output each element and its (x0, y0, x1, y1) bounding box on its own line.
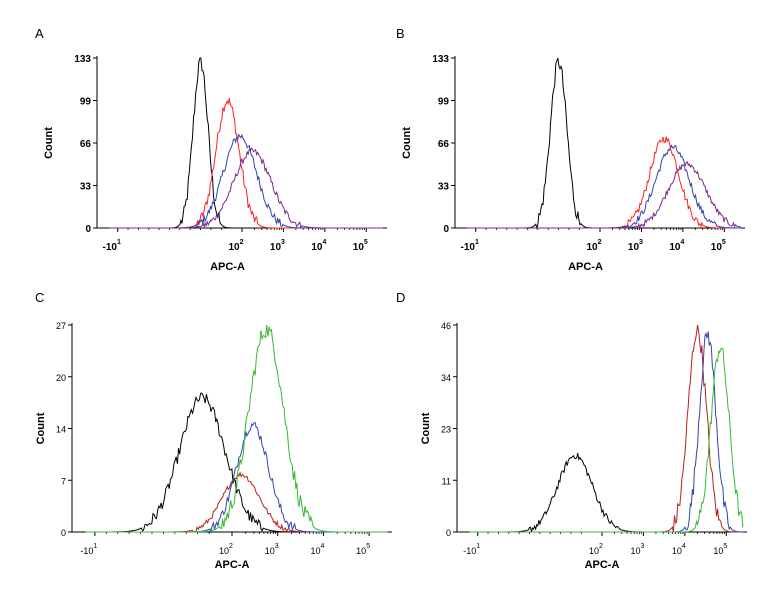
x-tick-label: 102 (589, 543, 603, 556)
x-tick-label: 104 (310, 543, 324, 556)
x-tick-exponent: 3 (275, 543, 279, 550)
x-tick-exponent: 4 (680, 239, 684, 246)
y-tick-label: 0 (61, 528, 66, 538)
y-tick-label: 99 (438, 97, 450, 108)
x-tick-label: 102 (228, 239, 243, 253)
x-tick-exponent: 2 (598, 239, 602, 246)
x-tick-exponent: 1 (93, 543, 97, 550)
y-tick-label: 133 (432, 54, 449, 65)
y-tick-label: 0 (446, 528, 451, 538)
x-tick-exponent: 3 (640, 543, 644, 550)
panel-label: C (35, 290, 44, 305)
x-axis-label: APC-A (568, 261, 603, 273)
y-tick-label: 66 (438, 139, 450, 150)
x-tick-label: 102 (219, 543, 233, 556)
y-axis-label: Count (420, 412, 432, 444)
x-tick-label: -101 (103, 239, 121, 253)
x-tick-exponent: 1 (476, 543, 480, 550)
series-blue (467, 144, 741, 230)
x-tick-exponent: 1 (117, 239, 121, 246)
y-tick-label: 33 (438, 182, 450, 193)
x-tick-exponent: 1 (475, 239, 479, 246)
x-axis-label: APC-A (585, 559, 620, 571)
y-axis-label: Count (35, 412, 47, 444)
series-red (469, 324, 743, 533)
panel-label: D (396, 290, 405, 305)
y-tick-label: 99 (80, 97, 92, 108)
x-tick-label: -101 (80, 543, 97, 556)
x-tick-label: -101 (461, 239, 479, 253)
series-green (85, 324, 388, 533)
x-tick-exponent: 2 (240, 239, 244, 246)
x-tick-exponent: 2 (599, 543, 603, 550)
x-tick-label: 102 (586, 239, 601, 253)
panel-label: B (396, 26, 405, 41)
y-tick-label: 33 (80, 182, 92, 193)
x-tick-exponent: 5 (364, 239, 368, 246)
y-tick-label: 0 (443, 224, 449, 235)
y-axis-label: Count (401, 127, 413, 159)
x-tick-label: 105 (711, 239, 726, 253)
y-axis-label: Count (43, 127, 55, 159)
series-black (85, 392, 388, 533)
x-tick-exponent: 4 (322, 239, 326, 246)
x-tick-label: 104 (311, 239, 326, 253)
series-black (467, 57, 741, 230)
x-tick-label: -101 (463, 543, 480, 556)
series-red (109, 98, 383, 229)
y-tick-label: 23 (441, 425, 451, 435)
y-tick-label: 66 (80, 139, 92, 150)
x-tick-exponent: 4 (320, 543, 324, 550)
y-tick-label: 133 (74, 54, 91, 65)
y-tick-label: 34 (441, 373, 451, 383)
x-tick-exponent: 4 (682, 543, 686, 550)
series-purple (109, 147, 383, 230)
series-black (469, 452, 743, 533)
series-red (467, 136, 741, 229)
x-tick-exponent: 5 (366, 543, 370, 550)
panel-a: A 133 99 66 33 0 -101 102 103 104 105 APC-A Count (35, 26, 387, 273)
series-green (469, 347, 744, 533)
x-tick-exponent: 5 (723, 543, 727, 550)
x-tick-exponent: 3 (281, 239, 285, 246)
x-tick-label: 104 (672, 543, 686, 556)
x-tick-label: 103 (270, 239, 285, 253)
x-tick-label: 105 (356, 543, 370, 556)
y-tick-label: 20 (56, 373, 66, 383)
panel-label: A (35, 26, 44, 41)
y-tick-label: 14 (56, 425, 66, 435)
x-tick-exponent: 3 (639, 239, 643, 246)
x-tick-label: 103 (628, 239, 643, 253)
panel-b: B 133 99 66 33 0 -101 102 103 104 105 APC-A Count (396, 26, 745, 273)
series-blue (109, 133, 383, 229)
x-axis-label: APC-A (215, 559, 250, 571)
x-axis-label: APC-A (210, 261, 245, 273)
x-tick-label: 105 (353, 239, 368, 253)
x-tick-exponent: 5 (722, 239, 726, 246)
x-tick-label: 104 (669, 239, 684, 253)
y-tick-label: 46 (441, 321, 451, 331)
y-tick-label: 27 (56, 321, 66, 331)
x-tick-exponent: 2 (229, 543, 233, 550)
y-tick-label: 0 (85, 224, 91, 235)
y-tick-label: 11 (442, 476, 451, 486)
x-tick-label: 103 (265, 543, 279, 556)
x-tick-label: 105 (713, 543, 727, 556)
series-purple (467, 160, 741, 230)
x-tick-label: 103 (630, 543, 644, 556)
y-tick-label: 7 (61, 476, 66, 486)
